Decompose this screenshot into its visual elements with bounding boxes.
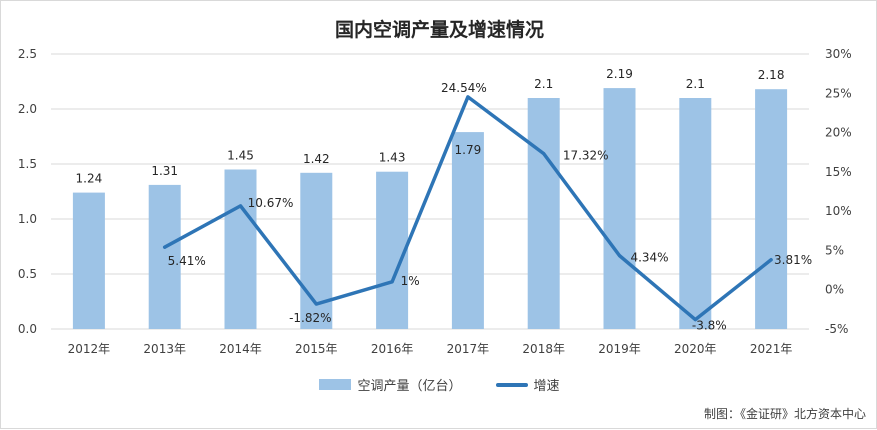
y-right-tick-label: 15% — [825, 165, 852, 179]
growth-point — [618, 254, 621, 258]
legend-line-swatch — [495, 382, 528, 387]
growth-point — [163, 245, 167, 249]
source-note: 制图：《金证研》北方资本中心 — [703, 407, 866, 421]
legend-line-label: 增速 — [533, 379, 560, 394]
bar — [451, 132, 484, 329]
growth-point — [390, 280, 394, 284]
growth-value-label: 24.54% — [441, 81, 487, 95]
x-tick-label: 2018年 — [522, 342, 565, 356]
bar-value-label: 1.43 — [379, 151, 406, 165]
bar — [72, 192, 105, 329]
x-tick-label: 2016年 — [371, 342, 414, 356]
x-tick-label: 2020年 — [674, 342, 717, 356]
growth-value-label: -1.82% — [289, 311, 331, 325]
y-right-tick-label: 0% — [825, 283, 844, 297]
growth-value-label: 1% — [401, 274, 420, 288]
growth-value-label: 5.41% — [168, 254, 206, 268]
x-tick-label: 2014年 — [219, 342, 262, 356]
legend: 空调产量（亿台） 增速 — [1, 375, 877, 394]
y-right-tick-label: 30% — [825, 47, 852, 61]
growth-value-label: -3.8% — [692, 319, 727, 333]
growth-value-label: 17.32% — [563, 149, 609, 163]
growth-value-label: 4.34% — [630, 251, 668, 265]
y-left-tick-label: 1.5 — [18, 157, 37, 171]
bar-value-label: 1.24 — [76, 172, 103, 186]
y-right-tick-label: -5% — [825, 322, 848, 336]
growth-point — [542, 152, 546, 156]
bar — [603, 88, 636, 329]
bar-value-label: 1.31 — [151, 164, 178, 178]
y-right-tick-label: 25% — [825, 86, 852, 100]
growth-value-label: 3.81% — [774, 253, 812, 267]
legend-bar-swatch — [319, 379, 352, 390]
bar — [224, 169, 257, 329]
bar-value-label: 2.1 — [686, 77, 705, 91]
bar-value-label: 2.1 — [534, 77, 553, 91]
y-right-tick-label: 5% — [825, 243, 844, 257]
bar — [755, 89, 788, 329]
x-tick-label: 2019年 — [598, 342, 641, 356]
growth-point — [314, 302, 318, 306]
bar-value-label: 2.18 — [758, 68, 785, 82]
legend-bar-label: 空调产量（亿台） — [357, 379, 462, 394]
bar — [679, 98, 712, 329]
growth-point — [769, 258, 773, 262]
y-left-tick-label: 0.5 — [18, 267, 37, 281]
y-right-tick-label: 10% — [825, 204, 852, 218]
bar — [148, 184, 181, 329]
y-left-tick-label: 2.5 — [18, 47, 37, 61]
y-right-tick-label: 20% — [825, 126, 852, 140]
y-left-tick-label: 1.0 — [18, 212, 37, 226]
growth-value-label: 10.67% — [248, 196, 294, 210]
bar — [527, 98, 560, 329]
x-tick-label: 2017年 — [447, 342, 490, 356]
y-left-tick-label: 0.0 — [18, 322, 37, 336]
bar-value-label: 1.45 — [227, 149, 254, 163]
legend-item-bar: 空调产量（亿台） — [319, 375, 462, 394]
y-left-tick-label: 2.0 — [18, 102, 37, 116]
bar — [376, 171, 409, 329]
x-tick-label: 2013年 — [143, 342, 186, 356]
growth-point — [466, 95, 470, 99]
x-tick-label: 2015年 — [295, 342, 338, 356]
bar-value-label: 1.42 — [303, 152, 330, 166]
growth-point — [239, 204, 242, 208]
legend-item-line: 增速 — [495, 375, 560, 394]
x-tick-label: 2012年 — [68, 342, 111, 356]
bar-value-label: 2.19 — [606, 67, 633, 81]
chart-title: 国内空调产量及增速情况 — [334, 19, 544, 41]
bar-value-label: 1.79 — [455, 143, 482, 157]
x-tick-label: 2021年 — [750, 342, 793, 356]
growth-point — [693, 318, 697, 322]
